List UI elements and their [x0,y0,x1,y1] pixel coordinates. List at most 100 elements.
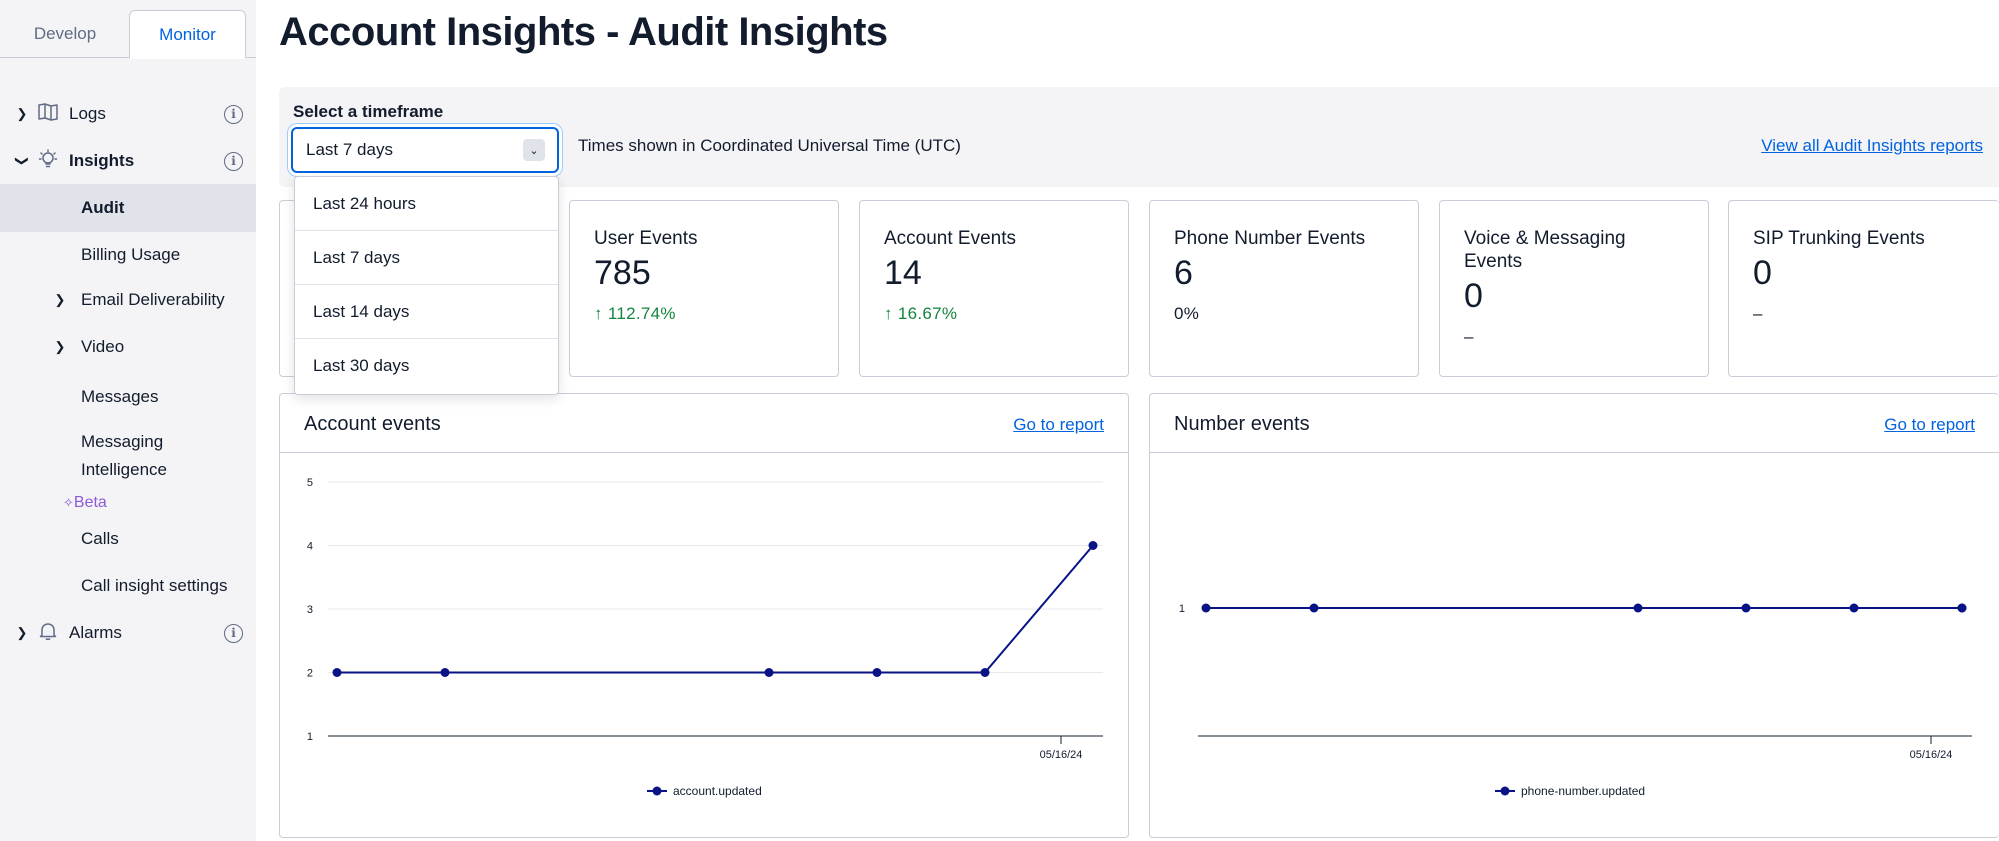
lightbulb-icon [38,148,58,174]
sidebar-item-call-insight-settings[interactable]: Call insight settings [0,568,256,604]
stat-card-value: 0 [1753,254,1772,292]
stat-card-trend: ↑ 16.67% [884,304,958,323]
sidebar-item-label: Call insight settings [81,576,228,595]
stat-card-title: Account Events [884,228,1017,249]
sidebar-item-messaging-intelligence[interactable]: Messaging Intelligence [0,428,256,488]
sidebar-item-label: Video [81,337,125,356]
y-tick-label: 1 [307,731,313,743]
stat-card-title: Phone Number Events [1174,228,1366,249]
go-to-report-link[interactable]: Go to report [1884,415,1975,434]
data-point [1201,603,1211,613]
stat-card-value: 6 [1174,254,1193,292]
stat-card-user-events: User Events 785 ↑ 112.74% [569,200,839,377]
timeframe-select[interactable]: Last 7 days ⌄ [291,127,559,173]
timeframe-dropdown: Last 24 hours Last 7 days Last 14 days L… [294,176,559,395]
account-events-panel: Account events Go to report 1 2 3 4 5 05/16/2… [279,393,1129,838]
go-to-report-link[interactable]: Go to report [1013,415,1104,434]
stat-card-phone-number-events: Phone Number Events 6 0% [1149,200,1419,377]
y-tick-label: 3 [307,604,313,616]
timeframe-option[interactable]: Last 24 hours [295,177,558,231]
chevron-right-icon: ❯ [16,625,28,640]
data-point [1633,603,1643,613]
stat-card-value: 785 [594,254,651,292]
stat-card-voice-messaging-events: Voice & Messaging Events 0 – [1439,200,1709,377]
chevron-down-icon: ⌄ [523,139,545,161]
chevron-right-icon: ❯ [54,292,66,307]
book-icon [38,102,58,126]
sidebar-item-label: Alarms [69,623,122,642]
tab-monitor[interactable]: Monitor [129,10,246,59]
sidebar-item-label: Insights [69,151,135,170]
sidebar-item-label: Logs [69,104,106,123]
sidebar-item-label: Intelligence [81,460,168,479]
legend-marker [652,786,662,796]
legend-label: account.updated [673,784,762,798]
sidebar-item-label: Audit [81,198,125,217]
stat-card-account-events: Account Events 14 ↑ 16.67% [859,200,1129,377]
x-tick-label: 05/16/24 [1910,749,1953,761]
panel-title: Number events [1174,413,1310,435]
chevron-right-icon: ❯ [16,106,28,121]
sidebar-item-messages[interactable]: Messages [0,379,256,415]
stat-card-title: SIP Trunking Events [1753,228,1925,249]
page-title: Account Insights - Audit Insights [279,10,888,54]
data-point [1741,603,1751,613]
timeframe-option[interactable]: Last 14 days [295,285,558,339]
data-point [332,668,342,677]
info-icon[interactable]: i [224,151,243,171]
beta-label: Beta [73,494,107,511]
number-events-panel: Number events Go to report 1 05/16/24 phon… [1149,393,1999,838]
sidebar-item-label: Messaging [81,432,164,451]
sidebar-item-logs[interactable]: ❯ Logs i [0,96,256,132]
sidebar-item-video[interactable]: ❯ Video [0,329,256,365]
timeframe-option[interactable]: Last 7 days [295,231,558,285]
chevron-right-icon: ❯ [54,339,66,354]
timeframe-bar: Select a timeframe Last 7 days ⌄ Times s… [279,87,1999,187]
bell-icon [38,621,58,646]
data-point [1849,603,1859,613]
y-tick-label: 2 [307,668,313,680]
y-tick-label: 1 [1179,603,1185,615]
sidebar-item-label: Billing Usage [81,245,181,264]
sidebar-item-alarms[interactable]: ❯ Alarms i [0,615,256,651]
sidebar-item-email-deliverability[interactable]: ❯ Email Deliverability [0,282,256,318]
panel-title: Account events [304,413,441,435]
legend-label: phone-number.updated [1521,784,1645,798]
data-point [872,668,882,677]
sidebar: Develop Monitor ❯ Logs i ❯ Insights i Au… [0,0,256,841]
timeframe-selected-value: Last 7 days [306,140,393,159]
data-point [1088,541,1098,550]
panel-header: Account events Go to report [280,394,1128,453]
sidebar-item-label: Messages [81,387,159,406]
legend-marker [1500,786,1510,796]
sidebar-item-billing-usage[interactable]: Billing Usage [0,237,256,273]
tab-develop[interactable]: Develop [33,24,97,43]
beta-badge: ✧Beta [63,494,107,512]
timezone-note: Times shown in Coordinated Universal Tim… [578,136,961,155]
data-point [440,668,450,677]
sidebar-item-audit[interactable]: Audit [0,184,256,232]
sidebar-item-label: Calls [81,529,119,548]
stat-card-value: 0 [1464,277,1483,315]
info-icon[interactable]: i [224,623,243,643]
view-all-reports-link[interactable]: View all Audit Insights reports [1761,136,1983,155]
stat-card-trend: – [1753,304,1763,323]
y-tick-label: 5 [307,477,313,489]
sidebar-item-insights[interactable]: ❯ Insights i [0,143,256,179]
stat-card-trend: ↑ 112.74% [594,304,676,323]
stat-card-sip-trunking-events: SIP Trunking Events 0 – [1728,200,1999,377]
data-point [1309,603,1319,613]
y-tick-label: 4 [307,541,313,553]
series-line [337,544,1094,674]
timeframe-label: Select a timeframe [293,102,444,121]
data-point [980,668,990,677]
sidebar-item-label: Email Deliverability [81,290,225,309]
timeframe-option[interactable]: Last 30 days [313,356,410,375]
stat-card-title: User Events [594,228,698,249]
info-icon[interactable]: i [224,104,243,124]
stat-card-trend: – [1464,327,1474,346]
sidebar-item-calls[interactable]: Calls [0,521,256,557]
product-tabs: Develop Monitor [0,10,256,59]
panel-header: Number events Go to report [1150,394,1999,453]
sparkle-icon: ✧ [63,495,74,510]
